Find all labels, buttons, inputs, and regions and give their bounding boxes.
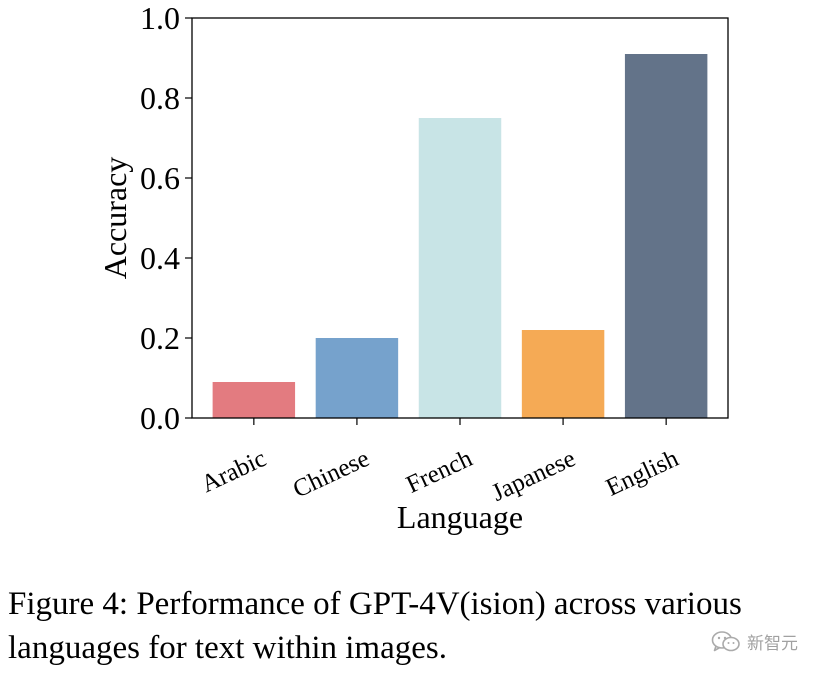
bar-chinese bbox=[315, 338, 399, 418]
bar-french bbox=[418, 118, 502, 418]
x-tick-label: Arabic bbox=[197, 445, 270, 498]
x-tick-label: French bbox=[402, 445, 477, 499]
y-tick-label: 0.6 bbox=[140, 160, 180, 196]
watermark-text: 新智元 bbox=[747, 634, 798, 654]
x-tick-label: English bbox=[602, 445, 683, 502]
y-tick-label: 0.0 bbox=[140, 400, 180, 436]
plot-frame bbox=[191, 17, 729, 419]
watermark: 新智元 bbox=[711, 629, 798, 654]
y-axis-ticks: 0.0 0.2 0.4 0.6 0.8 1.0 bbox=[140, 0, 192, 436]
x-axis-ticks: Arabic Chinese French Japanese English bbox=[197, 418, 683, 507]
x-tick-label: Japanese bbox=[488, 445, 580, 507]
x-axis-label: Language bbox=[397, 499, 523, 535]
y-tick-label: 0.2 bbox=[140, 320, 180, 356]
figure-caption: Figure 4: Performance of GPT-4V(ision) a… bbox=[8, 586, 742, 666]
bar-english bbox=[624, 54, 708, 418]
y-tick-label: 0.4 bbox=[140, 240, 180, 276]
bars-group bbox=[212, 54, 708, 418]
bar-chart: 0.0 0.2 0.4 0.6 0.8 1.0 Arabic Chinese French Ja… bbox=[97, 0, 729, 535]
x-tick-label: Chinese bbox=[289, 445, 373, 504]
bar-arabic bbox=[212, 382, 296, 418]
y-tick-label: 1.0 bbox=[140, 0, 180, 36]
y-axis-label: Accuracy bbox=[97, 157, 133, 280]
y-tick-label: 0.8 bbox=[140, 80, 180, 116]
bar-japanese bbox=[521, 330, 605, 418]
wechat-icon bbox=[711, 630, 740, 651]
